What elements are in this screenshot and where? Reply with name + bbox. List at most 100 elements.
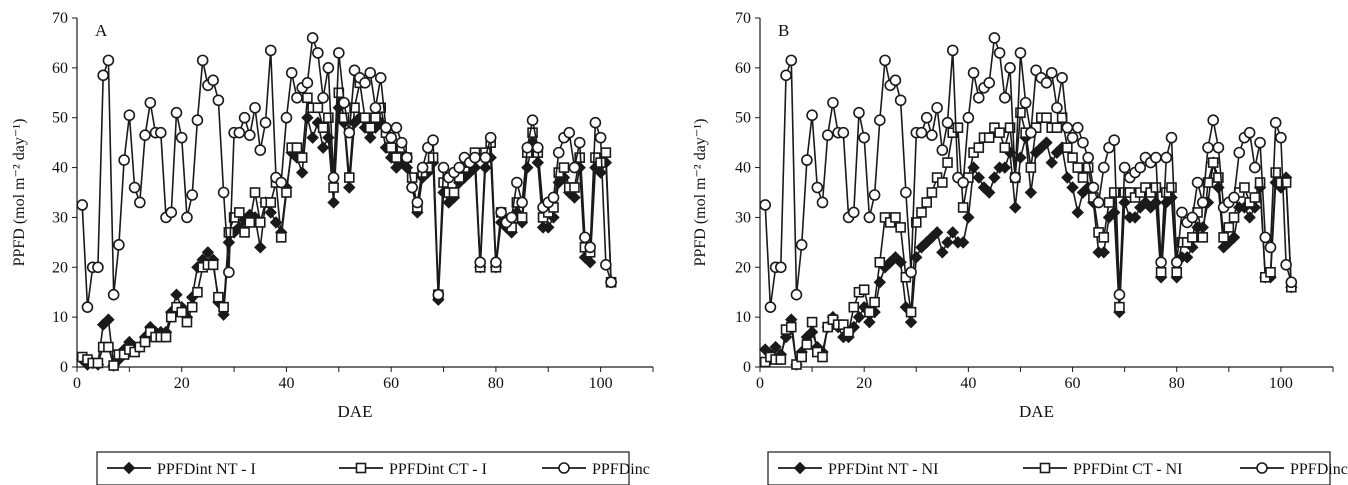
data-point — [869, 296, 880, 308]
data-point — [218, 301, 229, 313]
data-point — [107, 288, 120, 301]
data-point — [333, 47, 345, 59]
data-point — [847, 206, 860, 219]
legend-marker-diamond — [793, 461, 807, 475]
data-point — [469, 151, 481, 164]
legend-label: PPFDint CT - I — [389, 461, 487, 478]
data-point — [338, 112, 350, 124]
data-point — [1040, 77, 1053, 89]
data-point — [1280, 258, 1292, 271]
data-point — [128, 181, 141, 194]
data-point — [1072, 162, 1084, 173]
data-point — [1071, 206, 1084, 219]
data-point — [1180, 251, 1194, 264]
data-point — [521, 141, 534, 154]
legend: PPFDint NT - I PPFDint CT - I PPFDinc — [96, 451, 650, 485]
series-square — [759, 107, 1297, 370]
data-point — [552, 146, 565, 159]
data-point — [369, 101, 382, 114]
data-point — [123, 109, 136, 122]
data-point — [1213, 172, 1224, 183]
data-point — [1045, 156, 1058, 169]
y-tick-label: 20 — [735, 259, 751, 276]
data-point — [1077, 172, 1089, 183]
data-point — [1187, 232, 1198, 243]
data-point — [1243, 126, 1256, 139]
data-point — [568, 161, 581, 174]
data-point — [775, 354, 787, 365]
data-point — [490, 256, 502, 269]
data-point — [374, 72, 387, 84]
data-point — [910, 217, 922, 228]
legend: PPFDint NT - NI PPFDint CT - NI PPFDinc — [767, 451, 1348, 485]
data-point — [317, 91, 329, 104]
y-tick-label: 40 — [52, 160, 68, 177]
data-point — [1207, 157, 1219, 168]
data-point — [349, 102, 360, 114]
x-axis-label: DAE — [338, 402, 373, 421]
y-tick-label: 10 — [735, 309, 751, 326]
data-point — [1280, 177, 1292, 188]
data-point — [806, 316, 818, 328]
data-point — [1249, 192, 1261, 203]
data-point — [1202, 177, 1214, 188]
data-point — [1097, 246, 1111, 259]
data-point — [113, 239, 125, 251]
data-point — [312, 47, 324, 59]
data-point — [988, 32, 1001, 44]
legend-label: PPFDint CT - NI — [1073, 461, 1183, 478]
data-point — [785, 54, 798, 67]
data-point — [254, 144, 267, 156]
data-point — [594, 166, 607, 179]
data-point — [863, 315, 876, 329]
data-point — [327, 196, 340, 209]
data-point — [848, 301, 860, 313]
data-point — [811, 181, 824, 194]
data-point — [411, 196, 424, 209]
x-tick-label: 60 — [1065, 375, 1081, 392]
y-tick-label: 0 — [60, 359, 68, 376]
x-tick-label: 80 — [488, 375, 504, 392]
data-point — [852, 310, 866, 324]
data-point — [406, 181, 418, 194]
data-point — [495, 206, 507, 219]
data-point — [170, 106, 183, 119]
data-point — [785, 321, 797, 333]
data-point — [1176, 206, 1188, 219]
data-point — [962, 211, 975, 224]
data-point — [1223, 222, 1235, 233]
legend-label: PPFDinc — [1290, 461, 1348, 478]
data-point — [391, 152, 402, 163]
data-point — [1024, 186, 1038, 199]
data-point — [306, 131, 319, 144]
data-point — [801, 154, 813, 166]
data-point — [1275, 131, 1287, 144]
legend-label: PPFDint NT - NI — [828, 461, 938, 478]
data-point — [259, 116, 272, 129]
data-point — [1128, 211, 1142, 224]
data-point — [952, 122, 964, 133]
data-point — [1227, 231, 1241, 244]
data-point — [343, 126, 356, 139]
data-point — [217, 186, 230, 199]
series-circle — [759, 32, 1298, 313]
data-point — [1239, 182, 1250, 193]
data-point — [102, 54, 115, 67]
data-point — [579, 231, 591, 244]
data-point — [941, 236, 954, 249]
data-point — [97, 69, 109, 82]
data-point — [103, 341, 114, 353]
data-point — [1045, 67, 1058, 79]
data-point — [181, 211, 193, 224]
data-point — [186, 189, 198, 201]
data-point — [327, 171, 340, 184]
data-point — [521, 161, 534, 174]
data-point — [889, 74, 902, 87]
legend-marker-diamond — [122, 461, 136, 475]
data-point — [1254, 136, 1266, 149]
data-point — [905, 266, 917, 279]
data-point — [306, 32, 319, 44]
data-point — [1118, 161, 1131, 174]
data-point — [296, 152, 308, 163]
data-point — [76, 199, 89, 211]
